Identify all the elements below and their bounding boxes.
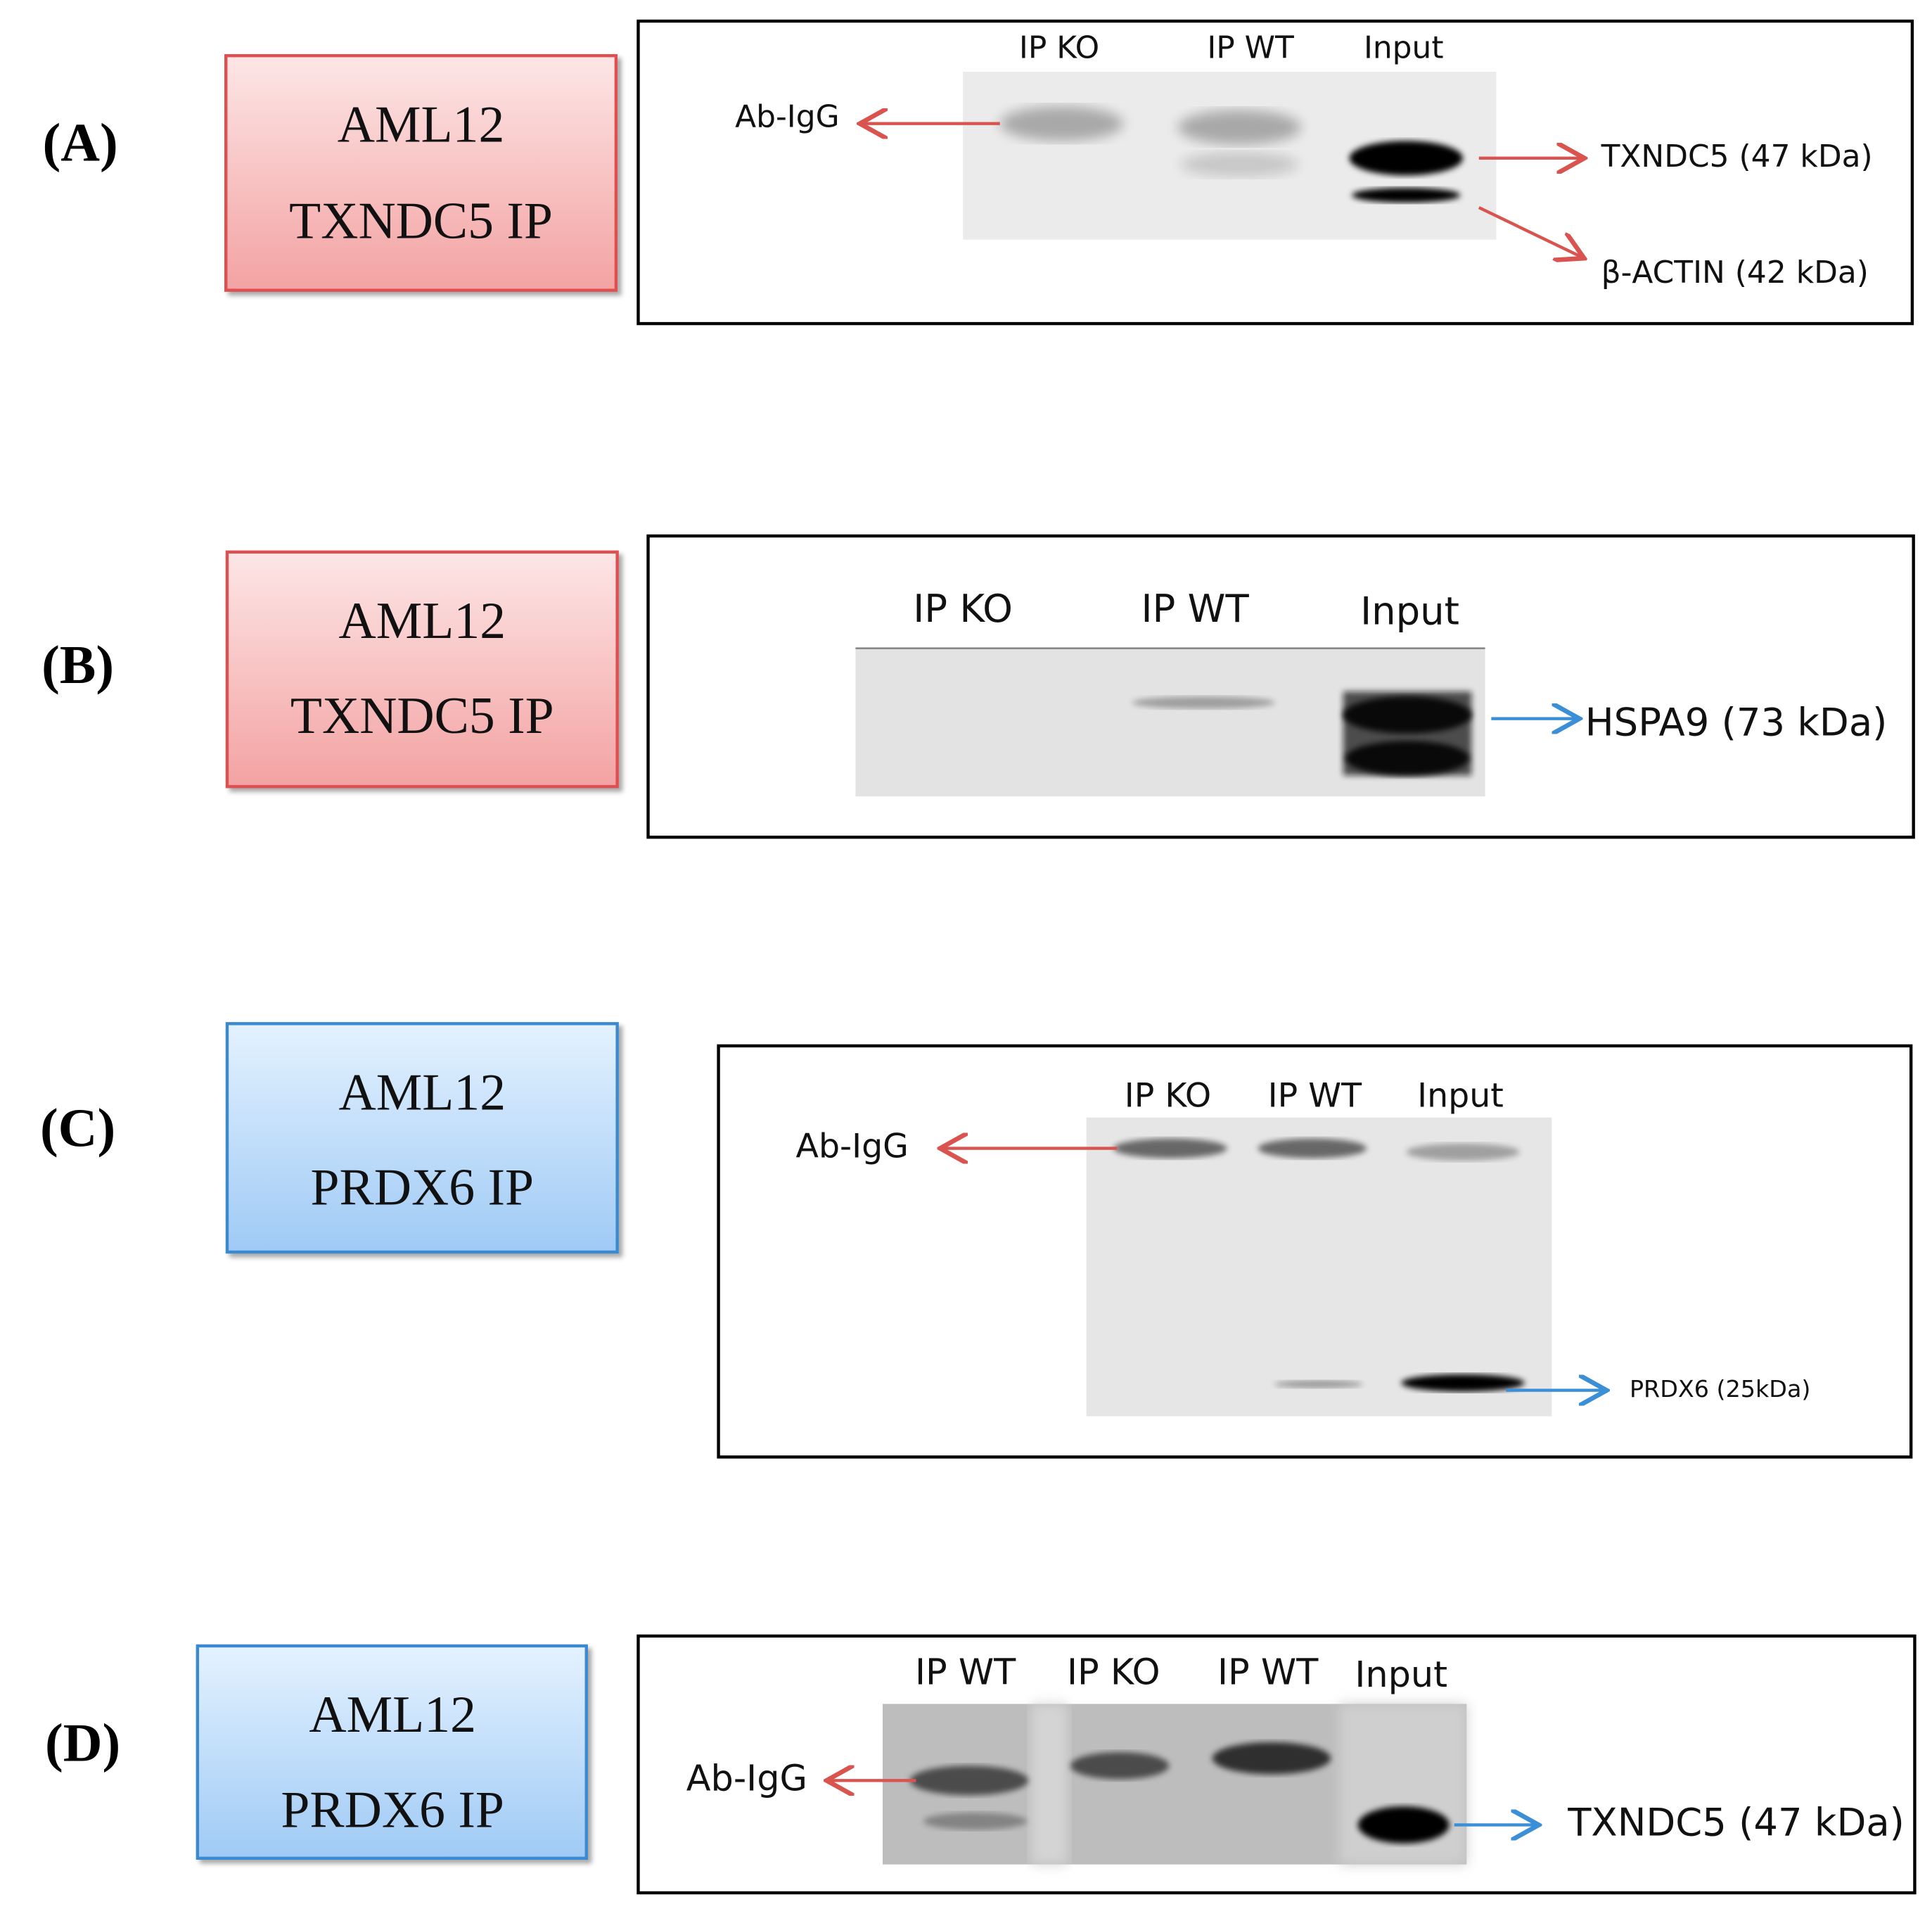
annotation: β-ACTIN (42 kDa) (1601, 255, 1869, 290)
lane-label: IP WT (915, 1652, 1016, 1693)
blot (1086, 1117, 1552, 1417)
band (1113, 1138, 1227, 1158)
band (1177, 110, 1302, 145)
blot-frame (636, 19, 1914, 326)
band (1349, 141, 1463, 176)
box-line: AML12 (338, 95, 505, 153)
band (1357, 1806, 1450, 1844)
band (1274, 1380, 1363, 1388)
box-line: TXNDC5 IP (289, 191, 553, 249)
sample-box (225, 550, 619, 788)
band (923, 1812, 1028, 1830)
lane-label: Input (1364, 30, 1444, 65)
box-line: PRDX6 IP (281, 1780, 504, 1838)
band (1352, 187, 1461, 203)
annotation: TXNDC5 (47 kDa) (1601, 139, 1873, 174)
lane-label: IP WT (1141, 586, 1250, 631)
panel-label: (A) (42, 113, 117, 173)
lane-label: Input (1360, 589, 1459, 634)
box-line: AML12 (339, 1064, 506, 1121)
panel-a: (A) AML12 TXNDC5 IP IP KO IP WT Input Ab… (42, 19, 1914, 326)
lane-label: IP WT (1268, 1077, 1362, 1116)
annotation: Ab-IgG (735, 99, 840, 135)
panel-label: (B) (41, 634, 114, 695)
band (999, 106, 1124, 141)
blot-frame (636, 1634, 1917, 1895)
lane-label: IP KO (1019, 30, 1099, 65)
panel-label: (C) (40, 1097, 115, 1158)
band (1406, 1143, 1520, 1161)
sample-box (196, 1644, 588, 1860)
box-line: TXNDC5 IP (290, 687, 554, 744)
lane-label: Input (1355, 1654, 1447, 1696)
box-line: PRDX6 IP (311, 1158, 534, 1216)
lane-label: IP KO (913, 586, 1013, 631)
annotation: TXNDC5 (47 kDa) (1567, 1800, 1905, 1845)
annotation: HSPA9 (73 kDa) (1585, 700, 1888, 745)
annotation: Ab-IgG (686, 1758, 807, 1799)
panel-label: (D) (45, 1712, 120, 1773)
blot-gap (1030, 1704, 1068, 1865)
blot-frame (646, 534, 1915, 839)
band (1132, 696, 1276, 709)
band (1180, 152, 1299, 177)
box-line: AML12 (309, 1685, 476, 1743)
band (1343, 691, 1472, 776)
lane-label: Input (1417, 1077, 1504, 1116)
band (1258, 1138, 1367, 1158)
lane-label: IP WT (1217, 1652, 1319, 1693)
band (909, 1766, 1029, 1796)
panel-b: (B) AML12 TXNDC5 IP IP KO IP WT Input HS… (41, 534, 1915, 839)
lane-label: IP WT (1207, 30, 1294, 65)
annotation: Ab-IgG (796, 1128, 909, 1166)
band (1401, 1374, 1525, 1392)
band (1070, 1751, 1170, 1780)
annotation: PRDX6 (25kDa) (1630, 1375, 1810, 1403)
band (1212, 1742, 1331, 1775)
sample-box (224, 53, 618, 292)
panel-d: (D) AML12 PRDX6 IP IP WT IP KO IP WT Inp… (45, 1634, 1917, 1895)
lane-label: IP KO (1125, 1077, 1211, 1116)
sample-box (225, 1022, 619, 1254)
blot-frame (717, 1044, 1913, 1459)
panel-c: (C) AML12 PRDX6 IP IP KO IP WT Input Ab-… (40, 1022, 1913, 1459)
lane-label: IP KO (1067, 1652, 1160, 1693)
box-line: AML12 (339, 592, 506, 649)
arrow (1478, 206, 1582, 257)
